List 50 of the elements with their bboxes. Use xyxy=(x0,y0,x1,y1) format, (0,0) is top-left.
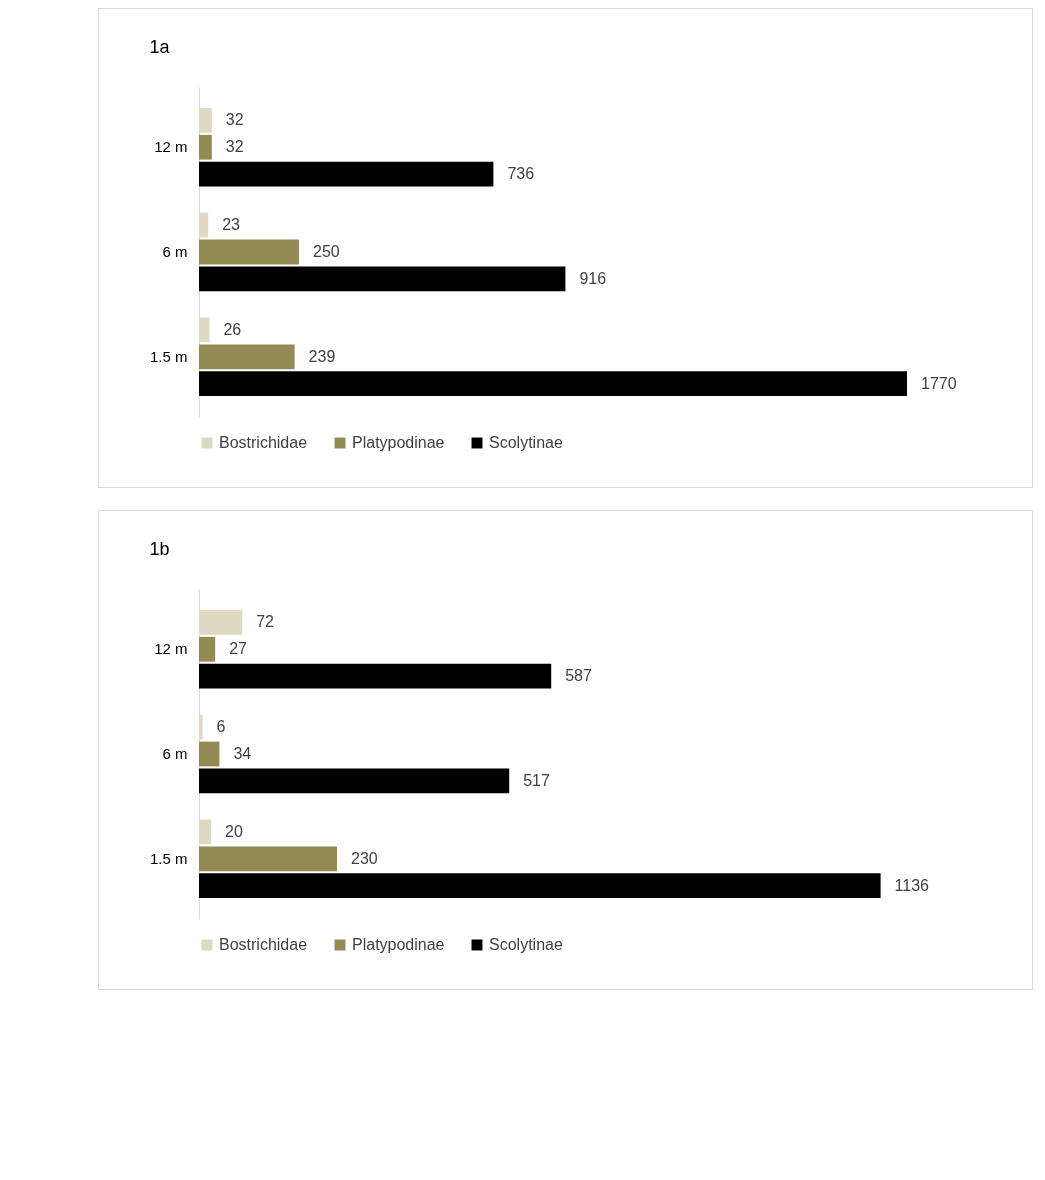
bar xyxy=(199,714,203,740)
bar xyxy=(199,266,566,292)
data-label: 23 xyxy=(222,216,241,234)
bar xyxy=(199,741,220,767)
bar xyxy=(199,107,212,133)
legend-label: Platypodinae xyxy=(352,936,445,953)
data-label: 239 xyxy=(308,347,336,365)
data-label: 736 xyxy=(507,165,535,183)
chart-title: 1b xyxy=(149,539,170,559)
data-label: 587 xyxy=(565,667,592,685)
y-tick-label: 1.5 m xyxy=(149,347,188,365)
legend-label: Platypodinae xyxy=(352,434,445,451)
data-label: 1136 xyxy=(894,876,930,894)
data-label: 32 xyxy=(225,138,244,156)
data-label: 250 xyxy=(313,243,340,260)
y-tick-label: 6 m xyxy=(162,745,188,762)
chart-title: 1a xyxy=(149,37,171,57)
y-tick-label: 6 m xyxy=(162,243,188,260)
data-label: 20 xyxy=(225,822,243,840)
data-label: 230 xyxy=(351,849,378,867)
data-label: 34 xyxy=(233,745,252,762)
data-label: 26 xyxy=(223,320,242,338)
bar xyxy=(199,819,211,845)
data-label: 6 xyxy=(216,718,226,736)
bar xyxy=(199,609,243,635)
bar xyxy=(199,371,907,397)
y-tick-label: 12 m xyxy=(154,640,188,658)
bar xyxy=(199,636,216,662)
bar xyxy=(199,344,295,370)
data-label: 916 xyxy=(579,269,607,287)
legend-label: Bostrichidae xyxy=(219,434,308,451)
legend-label: Scolytinae xyxy=(489,434,563,451)
data-label: 27 xyxy=(229,640,248,658)
legend-label: Bostrichidae xyxy=(219,936,308,953)
bar xyxy=(199,134,212,160)
bar xyxy=(199,239,299,265)
data-label: 72 xyxy=(256,613,275,631)
bar xyxy=(199,212,209,238)
y-tick-label: 12 m xyxy=(154,138,188,156)
data-label: 517 xyxy=(523,771,550,789)
bar xyxy=(199,663,552,689)
bar xyxy=(199,768,510,794)
bar xyxy=(199,317,210,343)
y-tick-label: 1.5 m xyxy=(149,849,188,867)
data-label: 32 xyxy=(225,111,244,129)
bar xyxy=(199,873,881,899)
legend-label: Scolytinae xyxy=(489,936,563,953)
data-label: 1770 xyxy=(921,374,957,392)
bar xyxy=(199,846,337,872)
bar xyxy=(199,161,494,187)
